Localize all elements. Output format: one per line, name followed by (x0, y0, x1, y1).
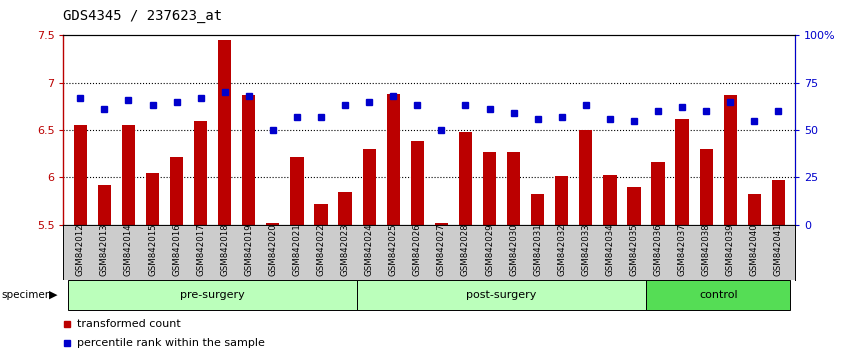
Bar (357, 280, 646, 310)
Bar (435, 223, 448, 225)
Bar (242, 95, 255, 225)
Bar (580, 130, 592, 225)
Bar (646, 280, 790, 310)
Bar (772, 180, 785, 225)
Bar (531, 194, 544, 225)
Text: control: control (699, 290, 738, 300)
Bar (700, 149, 713, 225)
Bar (507, 152, 520, 225)
Bar (290, 156, 304, 225)
Bar (218, 40, 231, 225)
Bar (410, 142, 424, 225)
Bar (194, 121, 207, 225)
Text: pre-surgery: pre-surgery (180, 290, 245, 300)
Text: GDS4345 / 237623_at: GDS4345 / 237623_at (63, 9, 222, 23)
Bar (748, 194, 761, 225)
Bar (146, 173, 159, 225)
Text: specimen: specimen (2, 290, 52, 300)
Bar (628, 187, 640, 225)
Bar (603, 175, 617, 225)
Bar (675, 119, 689, 225)
Bar (363, 149, 376, 225)
Bar (459, 132, 472, 225)
Text: ▶: ▶ (49, 290, 58, 300)
Bar (69, 280, 357, 310)
Bar (122, 125, 135, 225)
Bar (338, 192, 352, 225)
Bar (723, 95, 737, 225)
Bar (555, 176, 569, 225)
Text: post-surgery: post-surgery (466, 290, 536, 300)
Bar (98, 185, 111, 225)
Text: transformed count: transformed count (77, 319, 180, 329)
Bar (387, 94, 400, 225)
Text: percentile rank within the sample: percentile rank within the sample (77, 338, 265, 348)
Bar (170, 156, 184, 225)
Bar (315, 204, 327, 225)
Bar (483, 152, 496, 225)
Bar (266, 223, 279, 225)
Bar (651, 162, 665, 225)
Bar (74, 125, 87, 225)
